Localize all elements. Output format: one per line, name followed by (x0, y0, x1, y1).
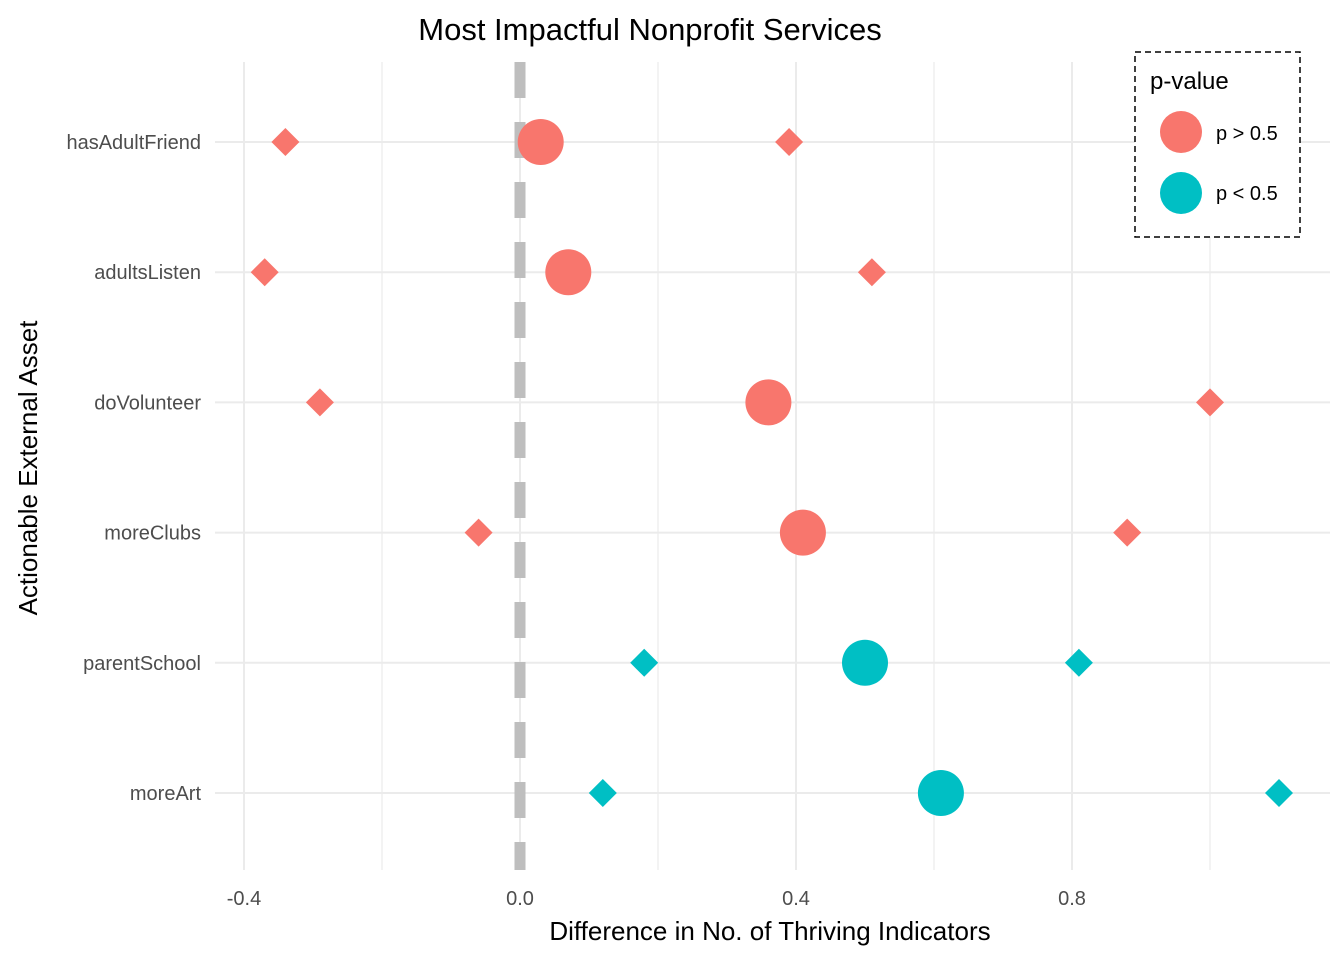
point-estimate-adultsListen (545, 249, 592, 296)
point-upper-hasAdultFriend (775, 128, 804, 156)
x-tick-label: 0.8 (1058, 888, 1086, 910)
x-axis-title: Difference in No. of Thriving Indicators (549, 916, 990, 946)
legend-label-p-lt-0-5: p < 0.5 (1216, 183, 1278, 205)
x-tick-label: -0.4 (227, 888, 261, 910)
y-tick-label: moreClubs (104, 523, 201, 545)
point-lower-doVolunteer (305, 388, 334, 417)
point-estimate-moreClubs (779, 509, 826, 556)
legend-title: p-value (1150, 68, 1229, 95)
point-lower-adultsListen (250, 258, 279, 287)
x-tick-label: 0.0 (506, 888, 534, 910)
legend: p-value p > 0.5 p < 0.5 (1134, 51, 1301, 238)
y-tick-label: parentSchool (83, 653, 201, 675)
legend-box (1134, 51, 1301, 238)
y-axis-title: Actionable External Asset (13, 320, 43, 616)
legend-label-p-gt-0-5: p > 0.5 (1216, 123, 1278, 145)
data-points (250, 119, 1293, 816)
point-lower-moreArt (588, 779, 617, 807)
x-axis-ticks: -0.4 0.0 0.4 0.8 (227, 888, 1086, 910)
y-tick-label: moreArt (130, 783, 202, 805)
point-estimate-hasAdultFriend (517, 119, 564, 165)
point-lower-hasAdultFriend (271, 128, 300, 156)
point-lower-moreClubs (464, 518, 493, 547)
y-tick-label: hasAdultFriend (66, 132, 201, 154)
x-tick-label: 0.4 (782, 888, 810, 910)
point-upper-doVolunteer (1196, 388, 1224, 417)
legend-key-p-lt-0-5 (1160, 172, 1202, 214)
legend-key-p-gt-0-5 (1160, 111, 1202, 153)
y-axis-ticks: hasAdultFriend adultsListen doVolunteer mor… (66, 132, 201, 805)
point-upper-adultsListen (857, 258, 886, 287)
point-upper-moreArt (1265, 779, 1293, 807)
point-upper-moreClubs (1113, 518, 1142, 547)
chart-title: Most Impactful Nonprofit Services (418, 12, 881, 47)
point-estimate-moreArt (917, 770, 964, 816)
point-lower-parentSchool (630, 648, 659, 677)
point-estimate-parentSchool (842, 639, 888, 686)
y-tick-label: doVolunteer (94, 392, 201, 414)
y-tick-label: adultsListen (94, 262, 201, 284)
point-upper-parentSchool (1064, 648, 1093, 677)
point-estimate-doVolunteer (745, 379, 792, 426)
